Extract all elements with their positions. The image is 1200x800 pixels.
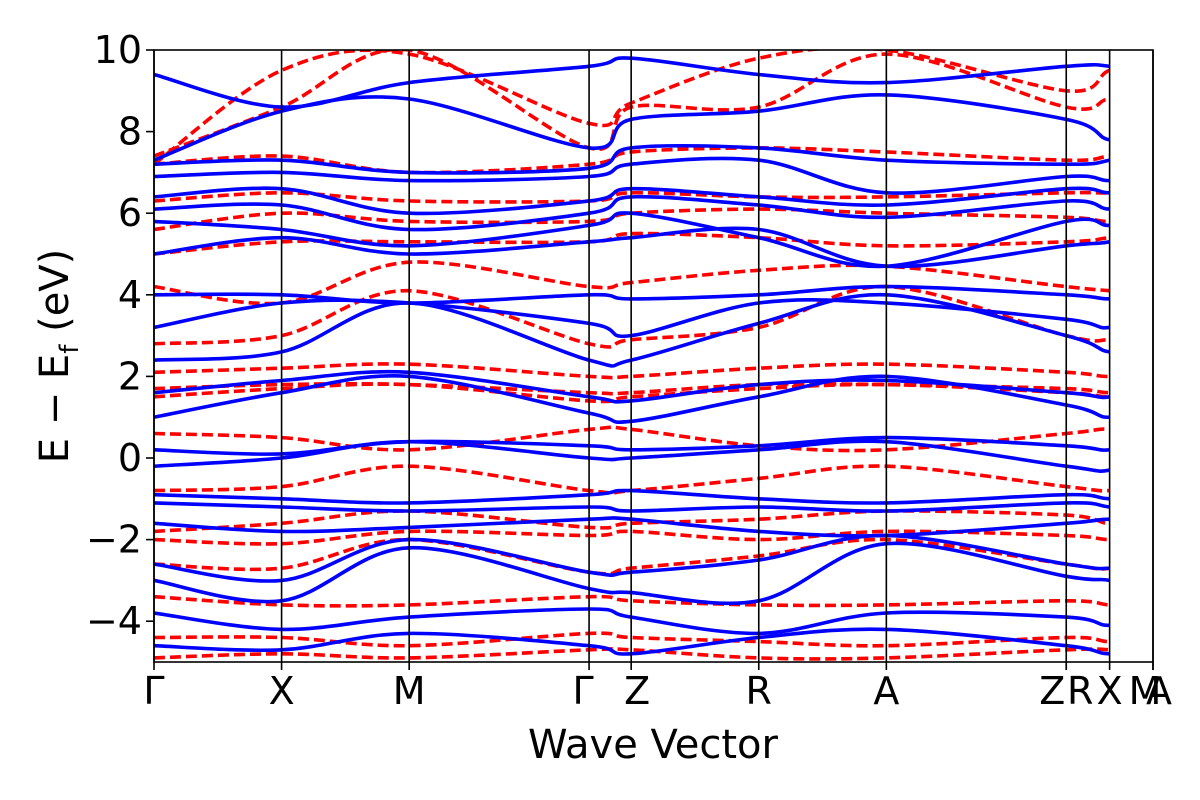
y-tick-label: −2 bbox=[86, 518, 142, 562]
dashed-band-line bbox=[154, 646, 1110, 661]
y-tick-label: 0 bbox=[118, 436, 142, 480]
x-tick-label: Z bbox=[1039, 669, 1065, 713]
x-tick-label: Γ bbox=[572, 669, 593, 713]
y-tick-label: −4 bbox=[86, 599, 142, 643]
x-tick-label: A bbox=[873, 669, 899, 713]
x-tick-label: Z bbox=[624, 669, 650, 713]
plot-frame bbox=[153, 49, 1154, 663]
y-axis-label-subscript: f bbox=[55, 344, 85, 354]
x-tick-label: X bbox=[269, 669, 295, 713]
y-axis-label: E − Ef (eV) bbox=[32, 249, 85, 464]
dashed-band-line bbox=[154, 509, 1110, 534]
dashed-band-line bbox=[154, 529, 1110, 546]
dashed-band-line bbox=[154, 594, 1110, 608]
x-tick-label: M bbox=[393, 669, 426, 713]
x-tick-label: R bbox=[1067, 669, 1093, 713]
dashed-band-line bbox=[154, 425, 1110, 453]
y-axis-label-main: E − E bbox=[32, 354, 78, 464]
x-tick-label: M bbox=[1129, 669, 1162, 713]
y-axis-label-unit: (eV) bbox=[32, 249, 78, 345]
dashed-band-line bbox=[154, 362, 1110, 380]
x-tick-label: R bbox=[746, 669, 772, 713]
x-axis-label: Wave Vector bbox=[528, 722, 779, 768]
x-axis-ticks: Γ X M Γ Z R A Z R X MA bbox=[143, 662, 1172, 713]
dashed-band-line bbox=[154, 631, 1110, 648]
x-tick-label: Γ bbox=[143, 669, 164, 713]
series-layer bbox=[154, 50, 1111, 661]
y-tick-label: 10 bbox=[94, 28, 142, 72]
y-tick-label: 8 bbox=[118, 110, 142, 154]
x-tick-label: X bbox=[1097, 669, 1123, 713]
y-tick-label: 6 bbox=[118, 191, 142, 235]
y-tick-label: 4 bbox=[118, 273, 142, 317]
dashed-band-line bbox=[154, 207, 1110, 232]
y-tick-label: 2 bbox=[118, 354, 142, 398]
dashed-band-line bbox=[154, 284, 1110, 349]
y-axis-ticks: −4 −2 0 2 4 6 8 10 bbox=[86, 28, 154, 643]
x-tick-label: A bbox=[1146, 669, 1172, 713]
